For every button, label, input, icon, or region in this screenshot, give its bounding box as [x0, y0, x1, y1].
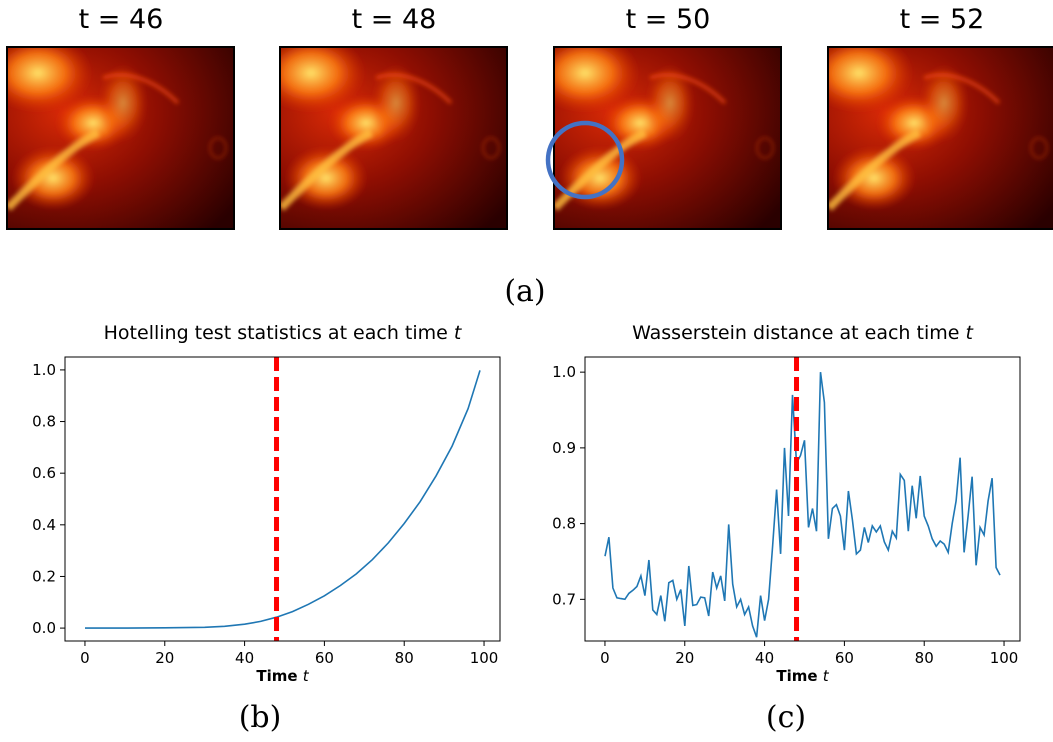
series-line	[85, 370, 481, 629]
x-tick-label: 80	[395, 649, 414, 667]
x-tick-label: 100	[990, 649, 1019, 667]
panel-label-b: (b)	[238, 700, 282, 735]
wasserstein-chart: Wasserstein distance at each time t 0 20 40…	[552, 322, 1021, 685]
y-tick-label: 0.2	[32, 567, 56, 585]
plot-frame	[64, 356, 501, 642]
y-tick-label: 0.8	[552, 515, 576, 533]
plot-frame	[584, 356, 1021, 642]
x-tick-label: 20	[675, 649, 694, 667]
x-tick-label: 100	[470, 649, 499, 667]
frame-title-52: t = 52	[899, 4, 985, 35]
x-tick-label: 40	[755, 649, 774, 667]
x-tick-label: 60	[315, 649, 334, 667]
x-tick-label: 80	[915, 649, 934, 667]
y-tick-label: 1.0	[552, 363, 576, 381]
highlight-circle	[545, 120, 625, 200]
frame-title-48: t = 48	[351, 4, 437, 35]
series-line	[604, 371, 1001, 638]
panel-label-a: (a)	[504, 274, 546, 309]
frame-title-46: t = 46	[78, 4, 164, 35]
chart-title: Hotelling test statistics at each time t	[104, 322, 463, 344]
x-tick-label: 20	[155, 649, 174, 667]
solar-image-t50	[553, 46, 782, 230]
x-axis-label: Time t	[256, 667, 309, 685]
panel-label-c: (c)	[765, 700, 807, 735]
y-tick-label: 1.0	[32, 361, 56, 379]
highlight-ring	[545, 120, 625, 200]
y-tick-label: 0.6	[32, 464, 56, 482]
solar-image-t46	[6, 46, 235, 230]
x-tick-label: 40	[235, 649, 254, 667]
frame-title-50: t = 50	[625, 4, 711, 35]
x-tick-label: 0	[600, 649, 610, 667]
solar-image-t48	[279, 46, 508, 230]
hotelling-chart: Hotelling test statistics at each time t…	[32, 322, 501, 685]
x-tick-label: 0	[80, 649, 90, 667]
y-tick-label: 0.4	[32, 516, 56, 534]
y-tick-label: 0.0	[32, 619, 56, 637]
x-axis-label: Time t	[776, 667, 829, 685]
chart-title: Wasserstein distance at each time t	[632, 322, 974, 344]
x-tick-label: 60	[835, 649, 854, 667]
y-tick-label: 0.8	[32, 413, 56, 431]
y-tick-label: 0.7	[552, 590, 576, 608]
y-tick-label: 0.9	[552, 439, 576, 457]
solar-image-t52	[827, 46, 1053, 230]
